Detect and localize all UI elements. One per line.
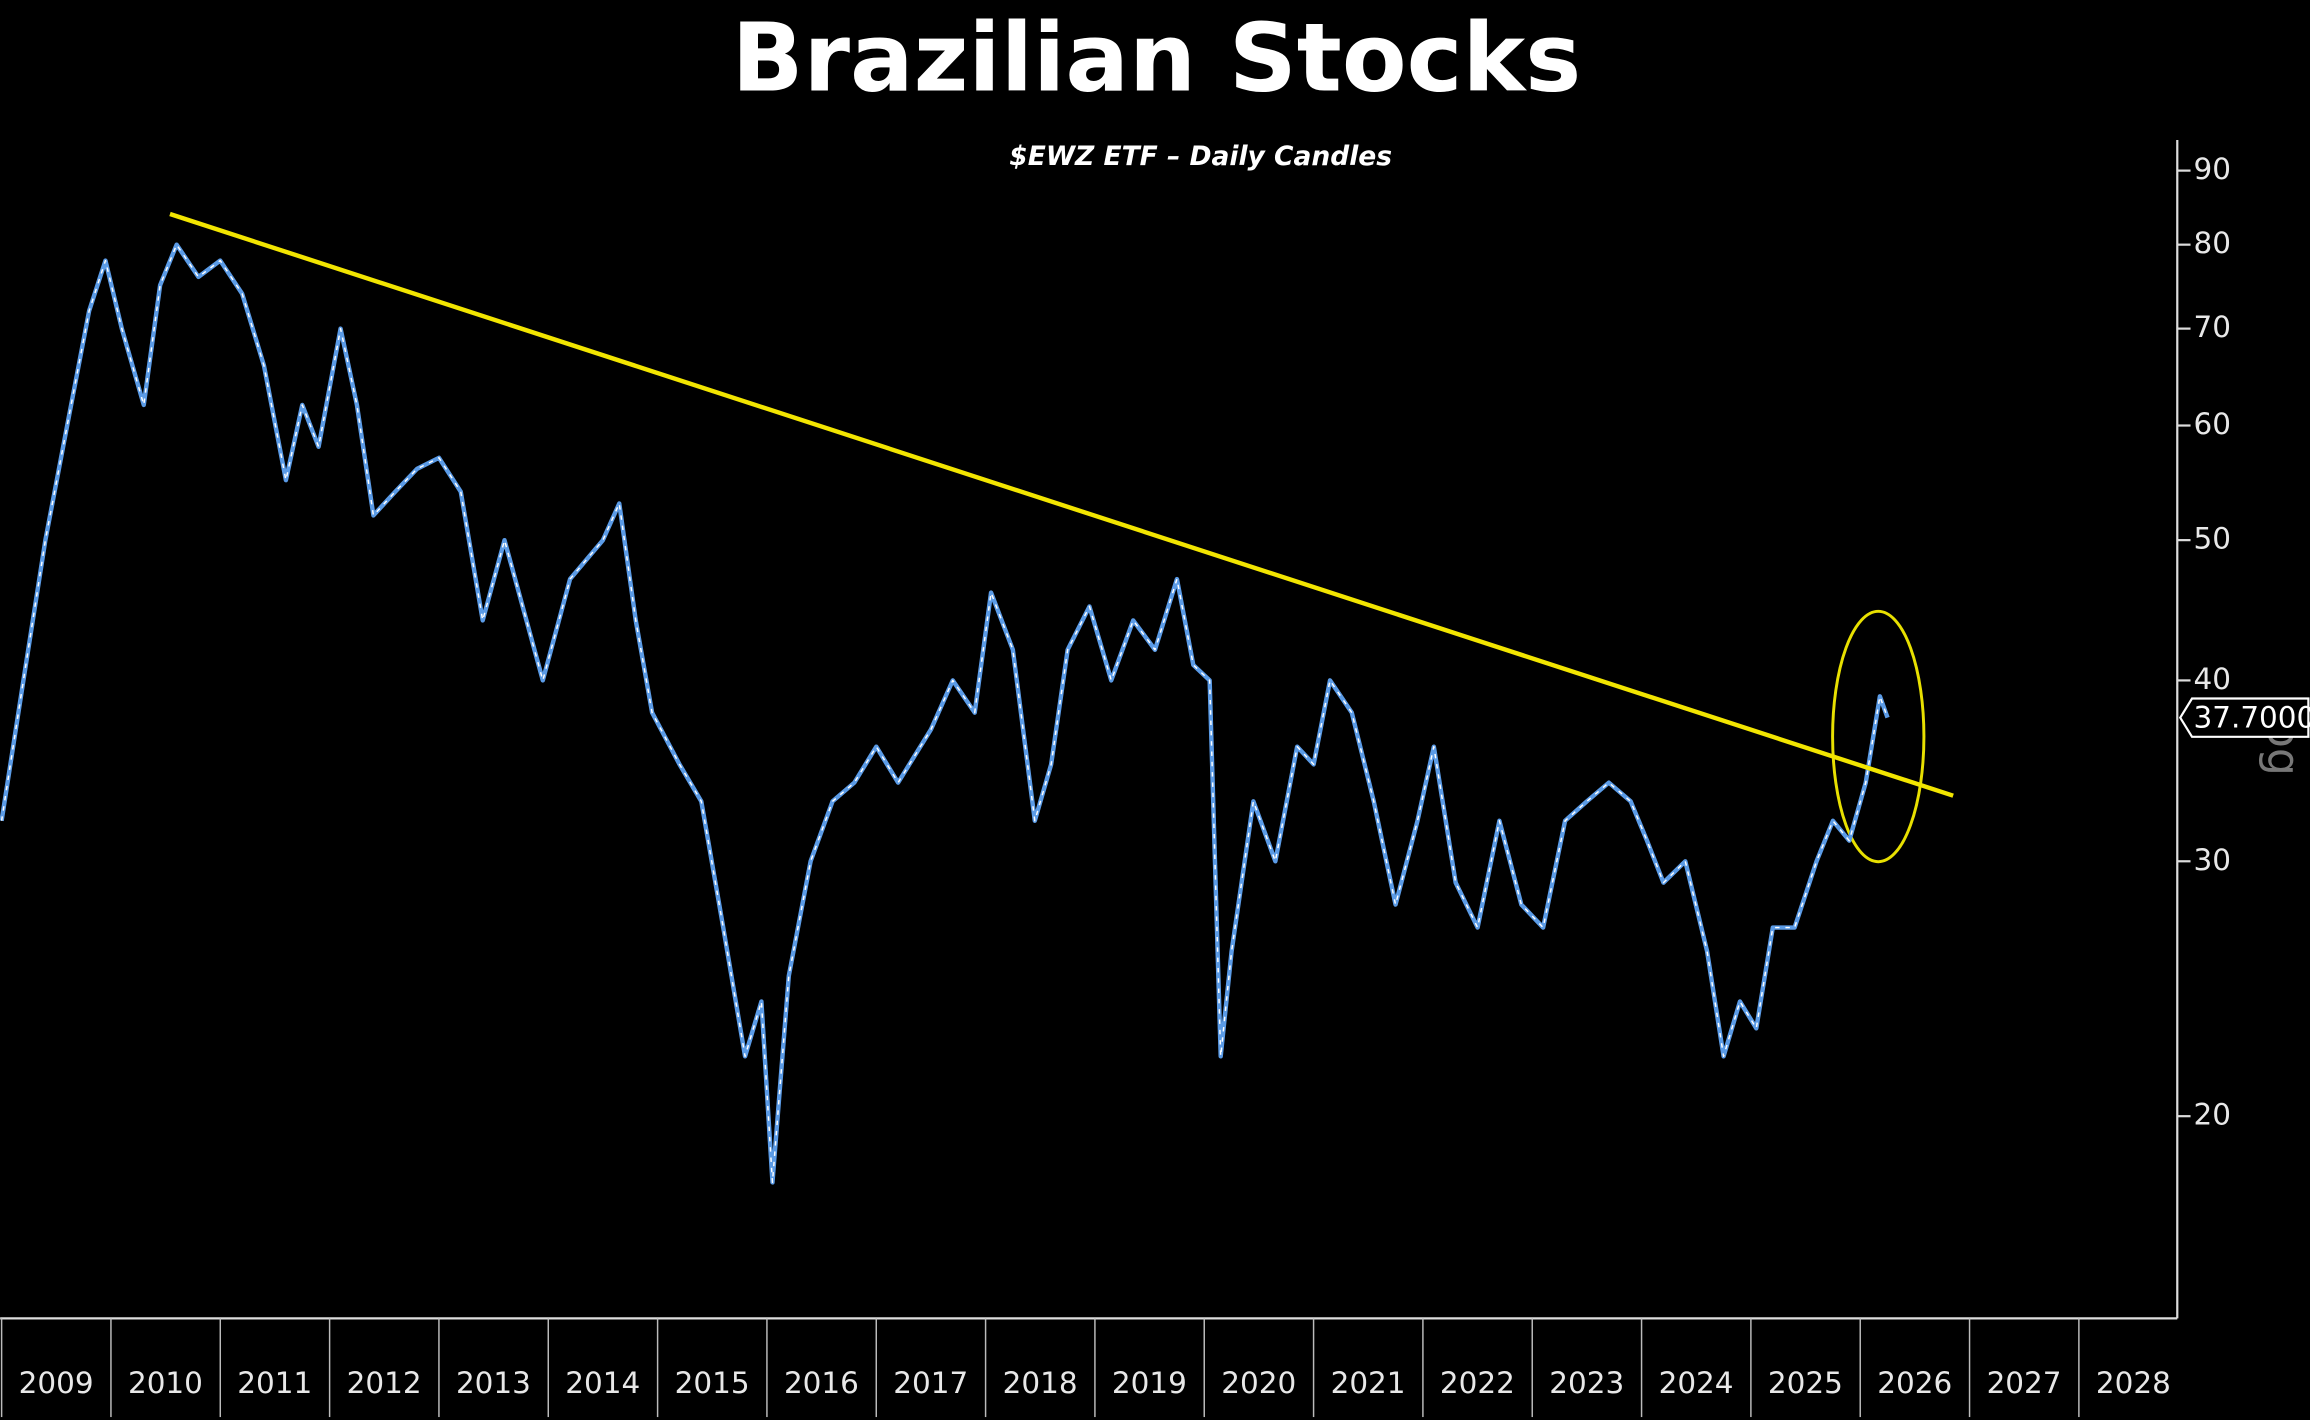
y-tick-label: 80: [2193, 226, 2230, 260]
x-tick-label: 2011: [237, 1366, 312, 1400]
x-tick-label: 2028: [2096, 1366, 2171, 1400]
last-price-label: 37.7000: [2193, 701, 2310, 735]
x-tick-label: 2020: [1221, 1366, 1296, 1400]
y-tick-label: 90: [2193, 152, 2230, 186]
chart-title: Brazilian Stocks: [732, 4, 1582, 114]
x-tick-label: 2022: [1440, 1366, 1515, 1400]
x-tick-label: 2017: [893, 1366, 968, 1400]
x-tick-label: 2015: [675, 1366, 750, 1400]
y-tick-label: 30: [2193, 843, 2230, 877]
y-tick-label: 40: [2193, 662, 2230, 696]
x-tick-label: 2010: [128, 1366, 203, 1400]
y-tick-label: 50: [2193, 522, 2230, 556]
x-tick-label: 2018: [1003, 1366, 1078, 1400]
y-tick-label: 70: [2193, 310, 2230, 344]
x-tick-label: 2013: [456, 1366, 531, 1400]
y-tick-label: 20: [2193, 1098, 2230, 1132]
x-tick-label: 2016: [784, 1366, 859, 1400]
x-tick-label: 2026: [1877, 1366, 1952, 1400]
y-tick-label: 60: [2193, 407, 2230, 441]
trendline: [169, 211, 1954, 798]
last-price-box: [2178, 697, 2310, 738]
x-tick-label: 2025: [1768, 1366, 1843, 1400]
x-tick-label: 2024: [1659, 1366, 1734, 1400]
x-tick-label: 2027: [1987, 1366, 2062, 1400]
x-tick-label: 2009: [19, 1366, 94, 1400]
x-tick-label: 2012: [347, 1366, 422, 1400]
price-line-highlight: [0, 243, 1889, 1184]
x-tick-label: 2019: [1112, 1366, 1187, 1400]
x-tick-label: 2021: [1331, 1366, 1406, 1400]
highlight-ellipse: [1831, 609, 1926, 864]
x-tick-label: 2014: [565, 1366, 640, 1400]
x-tick-label: 2023: [1549, 1366, 1624, 1400]
chart-subtitle: $EWZ ETF – Daily Candles: [1009, 141, 1392, 172]
